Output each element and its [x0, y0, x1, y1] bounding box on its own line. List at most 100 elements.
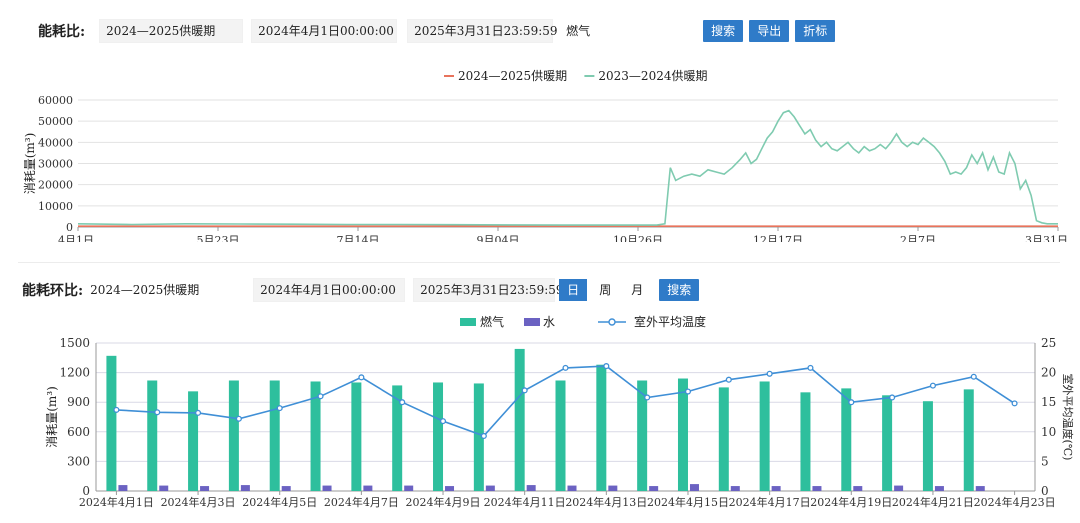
x-tick-label: 2024年4月7日 [324, 495, 399, 509]
panel1-label: 能耗比: [38, 24, 86, 40]
energy-ratio-chart: 2024—2025供暖期 2023—2024供暖期 0 10000 20000 30000… [23, 69, 1068, 242]
x-tick-label: 2024年4月15日 [647, 495, 729, 509]
search-button[interactable]: 搜索 [703, 20, 744, 42]
panel2-label: 能耗环比: [22, 283, 84, 299]
temp-point [970, 373, 977, 380]
y-axis-label: 消耗量(m³) [45, 386, 59, 448]
bar-water [281, 486, 291, 491]
x-tick-label: 2月7日 [900, 234, 936, 242]
bar-water [608, 485, 618, 491]
toggle-day[interactable]: 日 [559, 279, 588, 301]
x-tick-label: 2024年4月1日 [79, 495, 154, 509]
temp-point [684, 388, 692, 395]
bar-gas [228, 380, 239, 491]
temp-point [235, 415, 242, 422]
legend-marker-temp [608, 318, 616, 326]
bar-gas [637, 380, 648, 491]
bar-gas [677, 378, 688, 491]
bar-gas [392, 385, 403, 491]
bar-gas [106, 355, 117, 491]
end-time-input-2[interactable]: 2025年3月31日23:59:59 [413, 278, 564, 302]
chart2-legend: 燃气 水 室外平均温度 [460, 314, 706, 329]
bar-water [894, 485, 904, 491]
energy-type-select[interactable]: 燃气 [566, 24, 591, 38]
bar-gas [841, 388, 852, 491]
temp-point [603, 363, 610, 370]
temp-point [725, 376, 732, 383]
y2-tick-label: 15 [1041, 395, 1056, 409]
bar-gas [188, 391, 199, 491]
bar-water [812, 486, 822, 491]
y-tick-label: 600 [67, 425, 90, 439]
chart1-legend: 2024—2025供暖期 2023—2024供暖期 [444, 69, 707, 83]
x-tick-label: 7月14日 [337, 234, 380, 242]
period-select-2[interactable]: 2024—2025供暖期 [90, 283, 200, 297]
bar-water [730, 486, 740, 491]
y-axis-label: 消耗量(m³) [23, 133, 37, 195]
bar-water [689, 484, 699, 491]
bar-water [771, 486, 781, 491]
y-tick-label: 0 [82, 484, 90, 498]
x-tick-label: 2024年4月17日 [729, 495, 811, 509]
y-tick-label: 300 [67, 454, 90, 468]
legend-label-1: 2023—2024供暖期 [598, 69, 707, 83]
panel2-toolbar: 能耗环比: 2024—2025供暖期 2024年4月1日00:00:00 202… [0, 278, 1080, 302]
bar-gas [433, 382, 444, 491]
y-tick-label: 30000 [38, 158, 73, 171]
bar-gas [269, 380, 280, 491]
y-tick-label: 20000 [38, 179, 73, 192]
bar-water [445, 486, 455, 491]
x-tick-label: 2024年4月19日 [810, 495, 892, 509]
bar-water [118, 485, 128, 491]
legend-swatch-gas [460, 318, 476, 326]
bar-gas [514, 348, 525, 491]
search-button-2[interactable]: 搜索 [659, 279, 700, 301]
bar-gas [882, 395, 893, 491]
energy-mom-chart: 燃气 水 室外平均温度 0 300 600 900 1200 1500 0 5 10 15 20 25 消耗量… [45, 314, 1075, 509]
y-tick-label: 50000 [38, 115, 73, 128]
x-tick-label: 2024年4月21日 [892, 495, 974, 509]
period-select[interactable]: 2024—2025供暖期 [99, 19, 244, 43]
y-tick-label: 1500 [59, 336, 90, 350]
bar-gas [473, 383, 484, 491]
temp-point [399, 399, 406, 406]
bar-gas [310, 381, 321, 491]
bar-gas [759, 381, 770, 491]
bar-water [404, 485, 414, 491]
bar-water [934, 486, 944, 491]
legend-label-water: 水 [543, 315, 555, 329]
start-time-input[interactable]: 2024年4月1日00:00:00 [251, 19, 398, 43]
temp-point [113, 406, 120, 413]
bar-gas [718, 387, 729, 491]
y2-tick-label: 25 [1041, 336, 1056, 350]
x-tick-label: 2024年4月5日 [242, 495, 317, 509]
x-tick-label: 9月04日 [477, 234, 520, 242]
y-tick-label: 1200 [59, 366, 90, 380]
bar-gas [922, 401, 933, 491]
temp-point [439, 418, 447, 425]
bar-gas [351, 382, 362, 491]
temp-point [848, 399, 855, 406]
start-time-input-2[interactable]: 2024年4月1日00:00:00 [253, 278, 406, 302]
bar-gas [596, 364, 607, 491]
end-time-input[interactable]: 2025年3月31日23:59:59 [407, 19, 558, 43]
export-button[interactable]: 导出 [749, 20, 790, 42]
toggle-month[interactable]: 月 [631, 283, 644, 297]
bar-water [649, 486, 659, 491]
x-tick-label: 5月23日 [197, 234, 240, 242]
bar-gas [800, 392, 811, 491]
x-tick-label: 2024年4月13日 [565, 495, 647, 509]
temp-point [358, 374, 365, 381]
bar-gas [555, 380, 566, 491]
bar-gas [147, 380, 158, 491]
legend-label-gas: 燃气 [480, 314, 504, 329]
convert-standard-button[interactable]: 折标 [795, 20, 836, 42]
y-tick-label: 0 [66, 221, 73, 234]
legend-swatch-water [524, 318, 540, 326]
panel1-toolbar: 能耗比: 2024—2025供暖期 2024年4月1日00:00:00 2025… [0, 19, 1080, 43]
section-divider [18, 262, 1060, 263]
temp-point [317, 393, 324, 400]
bar-water [567, 485, 577, 491]
toggle-week[interactable]: 周 [599, 283, 612, 297]
y2-tick-label: 20 [1041, 366, 1056, 380]
